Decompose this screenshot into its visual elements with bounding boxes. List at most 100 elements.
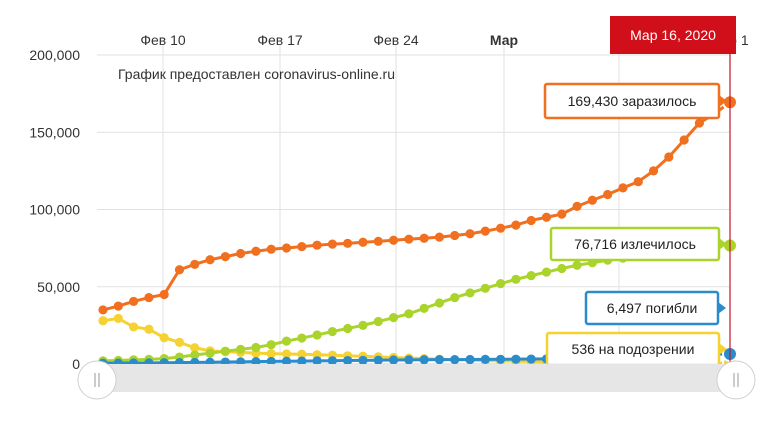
data-point xyxy=(266,244,276,254)
navigator-handle-right[interactable] xyxy=(716,360,756,400)
data-point xyxy=(220,346,230,356)
data-point xyxy=(679,135,689,145)
data-point xyxy=(343,323,353,334)
data-point xyxy=(266,356,276,367)
data-point xyxy=(404,234,414,244)
data-point xyxy=(266,349,276,359)
navigator-track[interactable] xyxy=(97,364,735,392)
data-point xyxy=(236,248,246,259)
data-point xyxy=(159,289,169,300)
callout-pointer xyxy=(719,238,727,250)
data-point xyxy=(312,240,322,250)
data-point xyxy=(205,255,215,265)
callout-label: 536 на подозрении xyxy=(572,341,695,357)
date-tag-label: Мар 16, 2020 xyxy=(630,27,716,43)
data-point xyxy=(358,320,368,330)
callout-label: 76,716 излечилось xyxy=(574,236,696,252)
data-point xyxy=(465,229,475,239)
data-point xyxy=(159,333,169,343)
data-point xyxy=(388,313,399,323)
chart-credit: График предоставлен coronavirus-online.r… xyxy=(118,66,395,82)
x-tick-label: Фев 24 xyxy=(373,32,419,48)
data-point xyxy=(496,223,506,233)
data-point xyxy=(572,201,582,212)
navigator-handle-left[interactable] xyxy=(77,360,117,400)
data-point xyxy=(373,236,383,246)
data-point xyxy=(450,292,460,303)
data-point xyxy=(465,354,475,365)
data-point xyxy=(312,330,322,340)
data-point xyxy=(98,316,108,326)
callout-1: 76,716 излечилось xyxy=(549,226,727,262)
data-point xyxy=(541,267,552,277)
data-point xyxy=(144,292,154,303)
y-tick-label: 100,000 xyxy=(29,202,80,218)
callout-2: 6,497 погибли xyxy=(584,290,726,326)
data-point xyxy=(281,349,292,359)
callout-3: 536 на подозрении xyxy=(545,331,727,367)
data-point xyxy=(618,183,628,193)
data-point xyxy=(496,279,506,289)
data-point xyxy=(419,303,429,313)
data-point xyxy=(327,356,337,366)
callout-label: 169,430 заразилось xyxy=(568,93,697,109)
data-point xyxy=(128,296,139,307)
data-point xyxy=(648,166,659,176)
data-point xyxy=(496,354,506,364)
data-point xyxy=(404,355,414,365)
data-point xyxy=(144,324,154,334)
data-point xyxy=(373,316,383,327)
data-point xyxy=(205,348,215,358)
data-point xyxy=(480,226,490,236)
data-point xyxy=(419,233,429,243)
data-point xyxy=(251,357,261,367)
data-point xyxy=(465,288,475,298)
range-navigator xyxy=(77,360,756,400)
data-point xyxy=(557,209,567,219)
x-tick-label: Фев 17 xyxy=(257,32,303,48)
data-point xyxy=(128,322,139,332)
data-point xyxy=(526,354,536,364)
data-point xyxy=(113,313,123,324)
data-point xyxy=(266,340,276,350)
data-point xyxy=(297,241,307,252)
date-tag-box xyxy=(610,16,736,54)
data-point xyxy=(694,118,705,128)
data-point xyxy=(450,230,460,241)
data-point xyxy=(587,195,597,205)
data-point xyxy=(434,298,445,308)
data-point xyxy=(664,152,674,162)
navigator-handle-knob[interactable] xyxy=(77,360,117,400)
data-point xyxy=(633,177,643,187)
callout-pointer xyxy=(718,302,726,314)
data-point xyxy=(511,274,521,284)
data-point xyxy=(297,356,307,366)
navigator-handle-knob[interactable] xyxy=(716,360,756,400)
callout-label: 6,497 погибли xyxy=(607,300,698,316)
data-point xyxy=(480,283,490,293)
data-point xyxy=(281,336,292,346)
callout-pointer xyxy=(719,343,727,355)
y-tick-label: 150,000 xyxy=(29,124,80,140)
y-axis: 0 50,000 100,000 150,000 200,000 xyxy=(29,47,80,372)
data-point xyxy=(327,239,337,249)
date-tag: Мар 16, 2020 xyxy=(610,16,736,54)
data-point xyxy=(312,356,322,366)
data-point xyxy=(419,355,429,365)
data-point xyxy=(526,271,536,281)
data-point xyxy=(526,215,536,226)
data-point xyxy=(388,355,399,365)
data-point xyxy=(281,243,292,253)
x-tick-label: Мар xyxy=(490,32,518,48)
callout-pointer xyxy=(719,95,727,107)
data-point xyxy=(343,355,353,366)
data-point xyxy=(327,326,337,337)
data-point xyxy=(343,238,353,248)
y-tick-label: 0 xyxy=(72,356,80,372)
data-point xyxy=(434,355,445,365)
data-point xyxy=(236,344,246,354)
data-point xyxy=(174,337,185,347)
data-point xyxy=(113,301,123,311)
data-point xyxy=(557,263,567,274)
